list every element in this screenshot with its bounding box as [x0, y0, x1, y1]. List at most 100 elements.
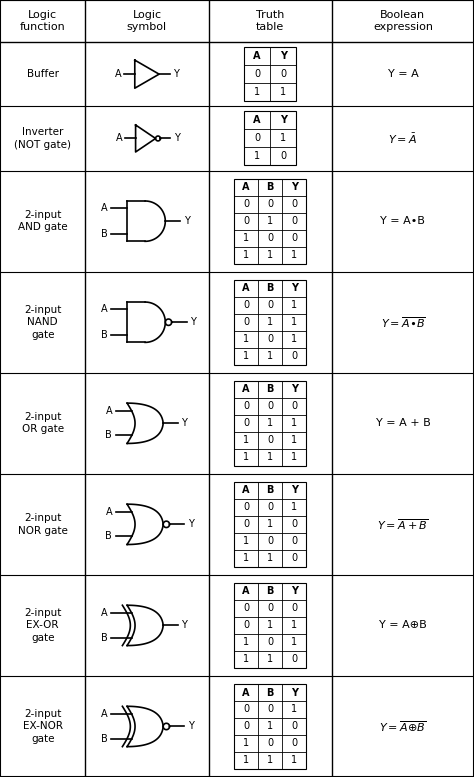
Text: 0: 0	[280, 152, 286, 162]
Text: 1: 1	[291, 317, 297, 327]
Text: $Y = \overline{A{\oplus}B}$: $Y = \overline{A{\oplus}B}$	[379, 719, 427, 733]
Text: 1: 1	[267, 452, 273, 462]
Text: A: A	[101, 305, 108, 315]
Text: B: B	[101, 229, 108, 239]
Text: 1: 1	[291, 418, 297, 428]
Text: Y: Y	[291, 688, 298, 698]
Text: 1: 1	[291, 755, 297, 765]
Text: 0: 0	[267, 401, 273, 411]
Text: 0: 0	[267, 300, 273, 310]
Text: 0: 0	[243, 216, 249, 226]
Text: 0: 0	[291, 233, 297, 243]
Text: 0: 0	[291, 553, 297, 563]
Text: 1: 1	[254, 152, 260, 162]
Text: Y: Y	[188, 722, 194, 731]
Text: 2-input
NOR gate: 2-input NOR gate	[18, 513, 68, 535]
Text: 0: 0	[243, 300, 249, 310]
Text: 1: 1	[243, 435, 249, 445]
Text: 0: 0	[267, 503, 273, 512]
Text: 0: 0	[243, 199, 249, 209]
Text: Y: Y	[183, 216, 190, 226]
Text: Y: Y	[188, 519, 194, 529]
Text: 2-input
EX-NOR
gate: 2-input EX-NOR gate	[23, 709, 63, 744]
Text: 0: 0	[243, 604, 249, 613]
Text: 0: 0	[254, 134, 260, 144]
Text: 0: 0	[280, 69, 286, 79]
Text: $Y = \overline{A+B}$: $Y = \overline{A+B}$	[377, 517, 428, 531]
Text: 0: 0	[291, 722, 297, 731]
Text: 1: 1	[291, 620, 297, 630]
Text: B: B	[101, 733, 108, 744]
Text: A: A	[242, 385, 250, 394]
Text: 2-input
EX-OR
gate: 2-input EX-OR gate	[24, 608, 61, 643]
Text: Y = A: Y = A	[388, 69, 418, 79]
Text: 1: 1	[243, 351, 249, 361]
Text: 1: 1	[254, 87, 260, 97]
Text: 1: 1	[243, 755, 249, 765]
Text: 0: 0	[267, 705, 273, 715]
Text: B: B	[266, 182, 274, 192]
Text: 0: 0	[291, 216, 297, 226]
Text: A: A	[254, 116, 261, 125]
Text: A: A	[116, 134, 122, 144]
Text: $Y = \overline{A{\bullet}B}$: $Y = \overline{A{\bullet}B}$	[381, 315, 425, 329]
Text: $Y = \bar{A}$: $Y = \bar{A}$	[388, 131, 418, 145]
Text: 1: 1	[267, 620, 273, 630]
Text: 0: 0	[243, 317, 249, 327]
Text: 2-input
NAND
gate: 2-input NAND gate	[24, 305, 61, 340]
Text: 0: 0	[243, 620, 249, 630]
Text: 0: 0	[267, 604, 273, 613]
Text: 0: 0	[291, 401, 297, 411]
Text: 1: 1	[267, 654, 273, 664]
Bar	[234, 179, 306, 263]
Text: 1: 1	[267, 755, 273, 765]
Text: 1: 1	[267, 250, 273, 260]
Text: Y: Y	[182, 620, 187, 630]
Text: 2-input
OR gate: 2-input OR gate	[22, 412, 64, 434]
Text: Inverter
(NOT gate): Inverter (NOT gate)	[14, 127, 71, 150]
Text: 0: 0	[291, 351, 297, 361]
Text: Y: Y	[182, 418, 187, 428]
Text: 0: 0	[291, 738, 297, 748]
Text: 1: 1	[291, 705, 297, 715]
Text: Y: Y	[280, 51, 287, 61]
Bar	[234, 280, 306, 364]
Text: 2-input
AND gate: 2-input AND gate	[18, 210, 67, 232]
Text: Y: Y	[174, 134, 180, 144]
Text: A: A	[242, 284, 250, 293]
Text: 0: 0	[267, 435, 273, 445]
Text: 0: 0	[267, 199, 273, 209]
Text: Y: Y	[173, 69, 179, 79]
Text: 1: 1	[267, 519, 273, 529]
Text: B: B	[101, 330, 108, 340]
Text: 0: 0	[291, 536, 297, 546]
Bar	[234, 583, 306, 668]
Text: A: A	[101, 709, 108, 720]
Text: 1: 1	[243, 250, 249, 260]
Text: B: B	[266, 486, 274, 496]
Text: 0: 0	[243, 705, 249, 715]
Text: Y: Y	[280, 116, 287, 125]
Text: Y: Y	[291, 182, 298, 192]
Text: 0: 0	[291, 519, 297, 529]
Text: 0: 0	[267, 334, 273, 344]
Text: 0: 0	[243, 418, 249, 428]
Text: B: B	[266, 587, 274, 597]
Text: 1: 1	[243, 452, 249, 462]
Text: A: A	[106, 507, 112, 517]
Text: A: A	[101, 608, 108, 618]
Text: 0: 0	[291, 604, 297, 613]
Text: 1: 1	[291, 452, 297, 462]
Bar	[244, 47, 296, 101]
Text: A: A	[242, 688, 250, 698]
Text: Y: Y	[190, 317, 196, 327]
Text: 0: 0	[254, 69, 260, 79]
Text: Y: Y	[291, 587, 298, 597]
Text: 1: 1	[267, 351, 273, 361]
Text: Y = A•B: Y = A•B	[381, 216, 425, 226]
Bar	[234, 381, 306, 465]
Text: 1: 1	[267, 553, 273, 563]
Text: Y = A⊕B: Y = A⊕B	[379, 620, 427, 630]
Text: B: B	[106, 531, 112, 542]
Text: 1: 1	[267, 216, 273, 226]
